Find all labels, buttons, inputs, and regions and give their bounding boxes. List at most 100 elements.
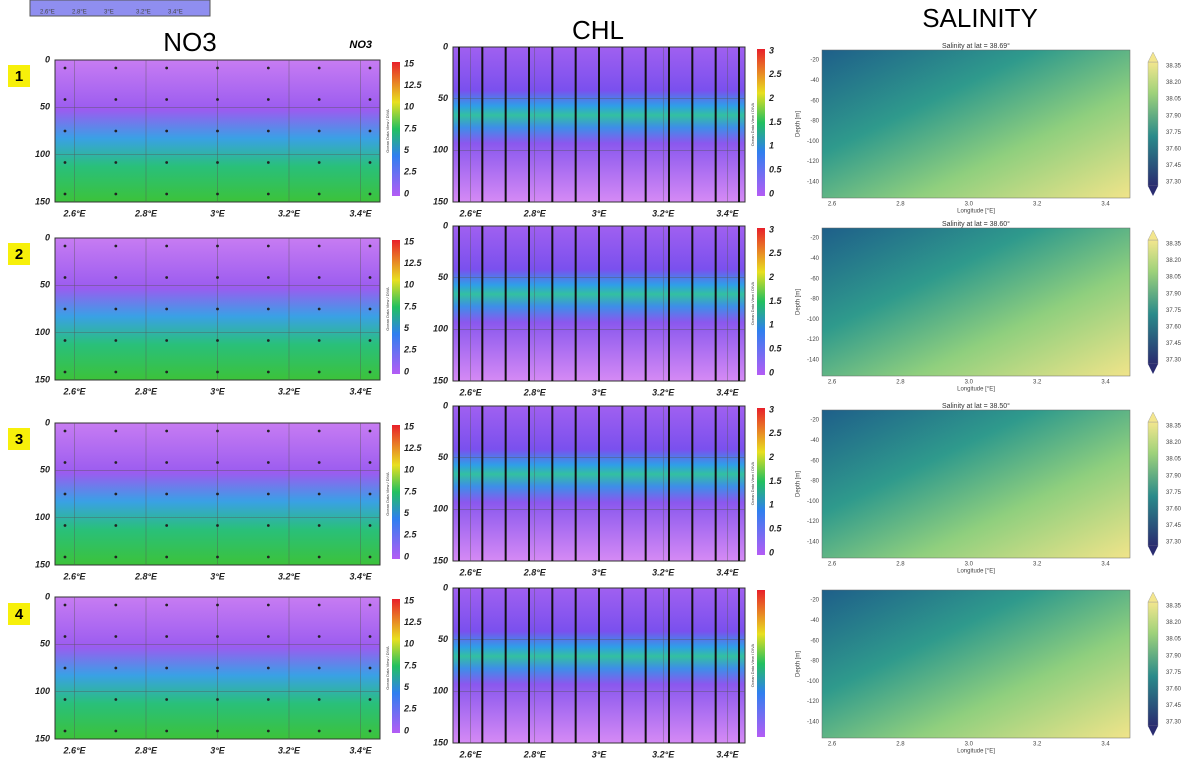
colorbar-tick: 12.5 bbox=[404, 443, 423, 453]
colorbar-tick: 37.60 bbox=[1166, 324, 1182, 330]
lon-tick: 3°E bbox=[592, 749, 608, 759]
station-dot bbox=[165, 192, 169, 196]
depth-tick: -140 bbox=[807, 719, 820, 725]
station-dot bbox=[165, 161, 169, 164]
colorbar-tick: 38.20 bbox=[1166, 440, 1182, 446]
colorbar-tick: 1.5 bbox=[769, 296, 783, 306]
station-dot bbox=[368, 339, 372, 342]
station-dot bbox=[114, 66, 118, 70]
lon-tick: 3°E bbox=[592, 208, 608, 218]
station-dot bbox=[165, 524, 169, 527]
lon-tick: 2.8 bbox=[896, 742, 905, 748]
station-dot bbox=[63, 729, 67, 733]
station-dot bbox=[216, 129, 219, 133]
station-dot bbox=[114, 555, 118, 559]
lon-tick: 2.8°E bbox=[134, 745, 158, 755]
depth-tick: -120 bbox=[807, 337, 820, 343]
station-dot bbox=[63, 244, 67, 248]
colorbar-end bbox=[1147, 411, 1159, 423]
lon-tick: 3.4 bbox=[1101, 202, 1110, 208]
colorbar-tick: 0.5 bbox=[769, 344, 783, 354]
station-dot bbox=[216, 98, 219, 101]
lon-tick: 3.4°E bbox=[349, 386, 372, 396]
station-dot bbox=[266, 698, 270, 701]
colorbar-tick: 0 bbox=[404, 188, 409, 198]
colorbar-tick: 37.60 bbox=[1166, 686, 1182, 692]
station-dot bbox=[165, 729, 169, 733]
depth-tick: 50 bbox=[438, 452, 448, 462]
colorbar bbox=[1147, 61, 1159, 187]
station-dot bbox=[165, 429, 169, 433]
station-dot bbox=[216, 370, 219, 374]
lon-tick: 3.2°E bbox=[652, 208, 675, 218]
depth-tick: -80 bbox=[810, 297, 819, 303]
colorbar-tick: 15 bbox=[404, 236, 415, 246]
station-dot bbox=[317, 603, 321, 607]
depth-tick: -60 bbox=[810, 276, 819, 282]
strip-tick: 2.8°E bbox=[72, 10, 87, 16]
depth-tick: 150 bbox=[35, 559, 50, 569]
colorbar-tick: 12.5 bbox=[404, 80, 423, 90]
depth-tick: 150 bbox=[433, 737, 448, 747]
station-dot bbox=[317, 129, 321, 133]
station-dot bbox=[266, 729, 270, 733]
colorbar-tick: 3 bbox=[769, 404, 774, 414]
depth-tick: -40 bbox=[810, 256, 819, 262]
station-dot bbox=[165, 492, 169, 496]
depth-tick: 150 bbox=[35, 374, 50, 384]
station-dot bbox=[216, 698, 219, 701]
panel-title: Salinity at lat = 38.69° bbox=[942, 42, 1010, 50]
station-dot bbox=[368, 461, 372, 464]
depth-tick: 100 bbox=[433, 145, 448, 155]
lon-tick: 3.4°E bbox=[716, 567, 739, 577]
colorbar-tick: 38.20 bbox=[1166, 258, 1182, 264]
colorbar-tick: 7.5 bbox=[404, 123, 418, 133]
row-label: 3 bbox=[15, 431, 23, 448]
depth-tick: 0 bbox=[45, 232, 50, 242]
column-title: SALINITY bbox=[922, 3, 1038, 33]
colorbar bbox=[392, 425, 400, 559]
colorbar-tick: 1 bbox=[769, 141, 774, 151]
y-label: Depth [m] bbox=[796, 651, 802, 677]
colorbar-tick: 38.05 bbox=[1166, 275, 1182, 281]
station-dot bbox=[368, 307, 372, 311]
depth-tick: 50 bbox=[438, 634, 448, 644]
station-dot bbox=[216, 635, 219, 638]
lon-tick: 2.6°E bbox=[458, 387, 482, 397]
station-dot bbox=[266, 461, 270, 464]
colorbar-tick: 3 bbox=[769, 224, 774, 234]
colorbar-tick: 15 bbox=[404, 58, 415, 68]
row-label: 4 bbox=[15, 606, 24, 623]
station-dot bbox=[114, 98, 118, 101]
station-dot bbox=[165, 698, 169, 701]
station-dot bbox=[63, 276, 67, 279]
station-dot bbox=[266, 307, 270, 311]
station-dot bbox=[216, 492, 219, 496]
station-dot bbox=[266, 635, 270, 638]
station-dot bbox=[266, 429, 270, 433]
lon-tick: 2.6°E bbox=[458, 208, 482, 218]
station-dot bbox=[165, 635, 169, 638]
depth-tick: 0 bbox=[443, 582, 448, 592]
row-badge bbox=[8, 603, 30, 625]
station-dot bbox=[317, 161, 321, 164]
x-label: Longitude [°E] bbox=[957, 209, 995, 215]
lon-tick: 3.2 bbox=[1033, 380, 1042, 386]
colorbar-tick: 5 bbox=[404, 323, 410, 333]
station-dot bbox=[368, 524, 372, 527]
depth-tick: -140 bbox=[807, 357, 820, 363]
lon-tick: 2.6°E bbox=[458, 749, 482, 759]
station-dot bbox=[317, 461, 321, 464]
station-dot bbox=[368, 66, 372, 70]
station-dot bbox=[266, 276, 270, 279]
lon-tick: 3.2 bbox=[1033, 562, 1042, 568]
lon-tick: 2.6 bbox=[828, 562, 837, 568]
lon-tick: 3°E bbox=[210, 745, 226, 755]
lon-tick: 3.4°E bbox=[716, 749, 739, 759]
station-dot bbox=[216, 192, 219, 196]
depth-tick: 100 bbox=[35, 327, 50, 337]
station-dot bbox=[368, 698, 372, 701]
station-dot bbox=[63, 603, 67, 607]
depth-tick: 100 bbox=[35, 686, 50, 696]
colorbar-tick: 2.5 bbox=[403, 345, 418, 355]
